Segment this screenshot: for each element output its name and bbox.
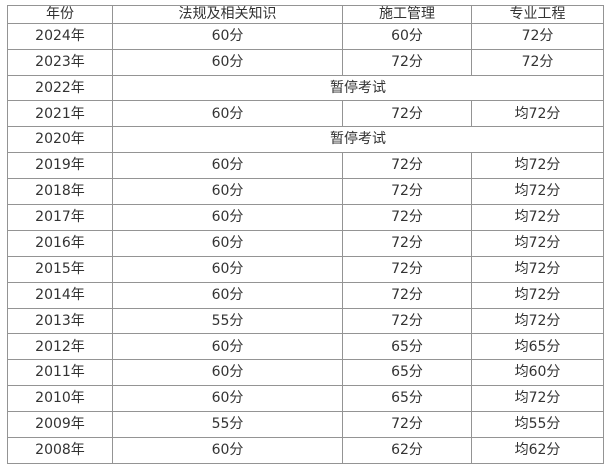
table-row: 2009年 55分 72分 均55分	[7, 411, 604, 439]
table-row: 2015年 60分 72分 均72分	[7, 255, 604, 283]
year-cell: 2022年	[7, 74, 113, 102]
year-cell: 2008年	[7, 437, 113, 464]
construction-management-score-cell: 72分	[342, 411, 472, 439]
construction-management-score-cell: 60分	[342, 22, 472, 50]
year-cell: 2009年	[7, 411, 113, 439]
regulations-score-cell: 55分	[112, 411, 343, 439]
regulations-score-cell: 60分	[112, 22, 343, 50]
column-header-professional-engineering: 专业工程	[471, 5, 604, 24]
year-cell: 2021年	[7, 100, 113, 128]
professional-engineering-score-cell: 均72分	[471, 100, 604, 128]
professional-engineering-score-cell: 均72分	[471, 204, 604, 231]
table-row: 2013年 55分 72分 均72分	[7, 307, 604, 335]
year-cell: 2024年	[7, 22, 113, 50]
table-row: 2018年 60分 72分 均72分	[7, 178, 604, 206]
regulations-score-cell: 60分	[112, 333, 343, 361]
table-row: 2008年 60分 62分 均62分	[7, 437, 604, 464]
regulations-score-cell: 60分	[112, 255, 343, 283]
year-cell: 2020年	[7, 126, 113, 154]
regulations-score-cell: 60分	[112, 281, 343, 309]
year-cell: 2017年	[7, 204, 113, 231]
year-cell: 2010年	[7, 385, 113, 413]
table-row: 2024年 60分 60分 72分	[7, 22, 604, 50]
professional-engineering-score-cell: 均72分	[471, 152, 604, 180]
table-row: 2010年 60分 65分 均72分	[7, 385, 604, 413]
year-cell: 2018年	[7, 178, 113, 206]
pass-score-table: 年份 法规及相关知识 施工管理 专业工程 2024年 60分 60分 72分 2023年…	[7, 5, 604, 464]
construction-management-score-cell: 72分	[342, 48, 472, 76]
regulations-score-cell: 60分	[112, 229, 343, 257]
table-row: 2017年 60分 72分 均72分	[7, 204, 604, 231]
regulations-score-cell: 60分	[112, 359, 343, 387]
exam-suspended-cell: 暂停考试	[112, 74, 604, 102]
construction-management-score-cell: 72分	[342, 152, 472, 180]
year-cell: 2012年	[7, 333, 113, 361]
table-row: 2012年 60分 65分 均65分	[7, 333, 604, 361]
construction-management-score-cell: 72分	[342, 281, 472, 309]
table-row: 2020年 暂停考试	[7, 126, 604, 154]
professional-engineering-score-cell: 均55分	[471, 411, 604, 439]
professional-engineering-score-cell: 均72分	[471, 255, 604, 283]
construction-management-score-cell: 72分	[342, 229, 472, 257]
column-header-construction-management: 施工管理	[342, 5, 472, 24]
professional-engineering-score-cell: 72分	[471, 22, 604, 50]
table-row: 2014年 60分 72分 均72分	[7, 281, 604, 309]
header-row: 年份 法规及相关知识 施工管理 专业工程	[7, 5, 604, 24]
construction-management-score-cell: 72分	[342, 100, 472, 128]
construction-management-score-cell: 72分	[342, 178, 472, 206]
year-cell: 2015年	[7, 255, 113, 283]
regulations-score-cell: 60分	[112, 385, 343, 413]
construction-management-score-cell: 72分	[342, 204, 472, 231]
year-cell: 2016年	[7, 229, 113, 257]
table-row: 2011年 60分 65分 均60分	[7, 359, 604, 387]
professional-engineering-score-cell: 均72分	[471, 178, 604, 206]
professional-engineering-score-cell: 72分	[471, 48, 604, 76]
construction-management-score-cell: 72分	[342, 307, 472, 335]
table-row: 2023年 60分 72分 72分	[7, 48, 604, 76]
construction-management-score-cell: 65分	[342, 385, 472, 413]
professional-engineering-score-cell: 均60分	[471, 359, 604, 387]
regulations-score-cell: 55分	[112, 307, 343, 335]
regulations-score-cell: 60分	[112, 178, 343, 206]
professional-engineering-score-cell: 均62分	[471, 437, 604, 464]
regulations-score-cell: 60分	[112, 204, 343, 231]
construction-management-score-cell: 65分	[342, 359, 472, 387]
year-cell: 2013年	[7, 307, 113, 335]
professional-engineering-score-cell: 均72分	[471, 229, 604, 257]
construction-management-score-cell: 65分	[342, 333, 472, 361]
exam-suspended-cell: 暂停考试	[112, 126, 604, 154]
regulations-score-cell: 60分	[112, 48, 343, 76]
table-row: 2016年 60分 72分 均72分	[7, 229, 604, 257]
construction-management-score-cell: 62分	[342, 437, 472, 464]
table-row: 2022年 暂停考试	[7, 74, 604, 102]
column-header-regulations: 法规及相关知识	[112, 5, 343, 24]
professional-engineering-score-cell: 均72分	[471, 281, 604, 309]
column-header-year: 年份	[7, 5, 113, 24]
table-row: 2019年 60分 72分 均72分	[7, 152, 604, 180]
year-cell: 2011年	[7, 359, 113, 387]
professional-engineering-score-cell: 均65分	[471, 333, 604, 361]
year-cell: 2019年	[7, 152, 113, 180]
professional-engineering-score-cell: 均72分	[471, 307, 604, 335]
regulations-score-cell: 60分	[112, 152, 343, 180]
regulations-score-cell: 60分	[112, 437, 343, 464]
year-cell: 2014年	[7, 281, 113, 309]
table-row: 2021年 60分 72分 均72分	[7, 100, 604, 128]
regulations-score-cell: 60分	[112, 100, 343, 128]
year-cell: 2023年	[7, 48, 113, 76]
table-body: 2024年 60分 60分 72分 2023年 60分 72分 72分 2022年 暂停考试 202…	[7, 22, 604, 464]
construction-management-score-cell: 72分	[342, 255, 472, 283]
professional-engineering-score-cell: 均72分	[471, 385, 604, 413]
